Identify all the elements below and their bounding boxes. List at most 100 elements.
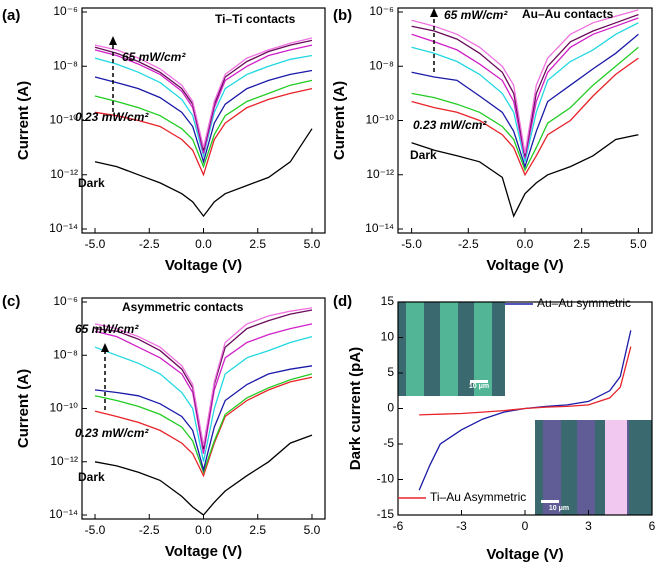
- inset-stripe: [474, 302, 492, 396]
- series-line: [94, 87, 313, 177]
- y-tick-label: -15: [377, 507, 395, 521]
- annotation: 10 μm: [469, 383, 489, 390]
- y-tick-label: 10⁻¹⁴: [49, 507, 78, 521]
- inset-stripe: [543, 420, 561, 515]
- x-tick-label: 5.0: [304, 523, 321, 537]
- x-tick-label: -6: [393, 519, 404, 533]
- series-line: [94, 323, 313, 454]
- y-tick-label: 10: [381, 330, 395, 344]
- y-tick-label: 10⁻¹⁴: [49, 221, 78, 235]
- x-tick-label: -2.5: [139, 237, 160, 251]
- series-line: [94, 79, 313, 169]
- annotation: Ti–Ti contacts: [215, 12, 296, 26]
- y-tick-label: 10⁻⁸: [53, 58, 78, 72]
- series-line: [411, 13, 639, 156]
- x-tick-label: -2.5: [139, 523, 160, 537]
- series-line: [94, 54, 313, 159]
- series-line: [411, 134, 639, 218]
- x-tick-label: 3: [585, 519, 592, 533]
- y-tick-label: 10⁻¹²: [50, 167, 78, 181]
- y-tick-label: 15: [381, 294, 395, 308]
- y-tick-label: 10⁻¹⁴: [365, 221, 394, 235]
- x-tick-label: 0.0: [517, 237, 534, 251]
- annotation: Dark: [78, 470, 105, 484]
- x-tick-label: 5.0: [304, 237, 321, 251]
- series-line: [94, 365, 313, 473]
- annotation: 65 mW/cm²: [444, 8, 508, 22]
- x-tick-label: 2.5: [249, 523, 266, 537]
- inset-stripe: [605, 420, 627, 515]
- x-axis-title: Voltage (V): [486, 257, 563, 274]
- series-line: [411, 33, 639, 169]
- legend-label: Au–Au symmetric: [537, 296, 631, 310]
- y-tick-label: 10⁻¹²: [50, 454, 78, 468]
- annotation: Asymmetric contacts: [122, 300, 244, 314]
- panel-label: (b): [333, 7, 352, 24]
- series-line: [94, 44, 313, 154]
- series-line: [411, 9, 639, 154]
- y-tick-label: -5: [383, 436, 394, 450]
- x-axis-title: Voltage (V): [486, 546, 563, 563]
- inset-stripe: [406, 302, 424, 396]
- y-axis-title: Current (A): [15, 81, 32, 160]
- x-tick-label: 0.0: [195, 237, 212, 251]
- arrow-head: [109, 36, 117, 45]
- y-tick-label: -10: [377, 472, 395, 486]
- panel-label: (c): [2, 293, 20, 310]
- x-tick-label: 0: [522, 519, 529, 533]
- y-tick-label: 5: [387, 365, 394, 379]
- annotation: Au–Au contacts: [522, 7, 614, 21]
- x-axis-title: Voltage (V): [165, 257, 242, 274]
- series-line: [94, 128, 313, 218]
- series-line: [94, 376, 313, 478]
- series-line: [411, 46, 639, 172]
- y-tick-label: 10⁻⁶: [53, 294, 78, 308]
- x-tick-label: 2.5: [249, 237, 266, 251]
- x-tick-label: 5.0: [630, 237, 647, 251]
- series-line: [411, 57, 639, 177]
- scale-bar: [470, 380, 488, 383]
- series-line: [419, 346, 632, 416]
- annotation: 0.23 mW/cm²: [75, 110, 149, 124]
- y-tick-label: 10⁻⁸: [369, 58, 394, 72]
- x-tick-label: -5.0: [401, 237, 422, 251]
- y-tick-label: 10⁻¹⁰: [366, 113, 395, 127]
- legend-label: Ti–Au Asymmetric: [430, 490, 526, 504]
- x-tick-label: -5.0: [85, 237, 106, 251]
- x-tick-label: 2.5: [573, 237, 590, 251]
- series-line: [94, 37, 313, 148]
- y-tick-label: 10⁻¹²: [366, 167, 394, 181]
- annotation: 0.23 mW/cm²: [413, 118, 487, 132]
- y-tick-label: 10⁻⁶: [53, 4, 78, 18]
- arrow-head: [430, 8, 438, 17]
- series-line: [94, 335, 313, 462]
- y-axis-title: Current (A): [15, 369, 32, 448]
- annotation: 65 mW/cm²: [122, 50, 186, 64]
- x-tick-label: -5.0: [85, 523, 106, 537]
- y-tick-label: 0: [387, 401, 394, 415]
- series-line: [94, 373, 313, 475]
- annotation: 65 mW/cm²: [75, 322, 139, 336]
- inset-stripe: [577, 420, 595, 515]
- annotation: 10 μm: [549, 505, 569, 512]
- series-line: [411, 17, 639, 159]
- scale-bar: [541, 500, 559, 503]
- x-axis-title: Voltage (V): [165, 543, 242, 560]
- series-line: [94, 69, 313, 165]
- series-line: [94, 307, 313, 446]
- panel-label: (a): [2, 7, 20, 24]
- x-tick-label: 6: [649, 519, 656, 533]
- x-tick-label: -2.5: [458, 237, 479, 251]
- annotation: Dark: [410, 148, 437, 162]
- y-axis-title: Dark current (pA): [347, 347, 364, 470]
- y-tick-label: 10⁻⁶: [369, 4, 394, 18]
- series-line: [94, 434, 313, 516]
- series-line: [94, 39, 313, 151]
- y-tick-label: 10⁻⁸: [53, 347, 78, 361]
- arrow-head: [101, 343, 109, 352]
- x-tick-label: 0.0: [195, 523, 212, 537]
- x-tick-label: -3: [456, 519, 467, 533]
- y-tick-label: 10⁻¹⁰: [50, 401, 79, 415]
- y-axis-title: Current (A): [331, 81, 348, 160]
